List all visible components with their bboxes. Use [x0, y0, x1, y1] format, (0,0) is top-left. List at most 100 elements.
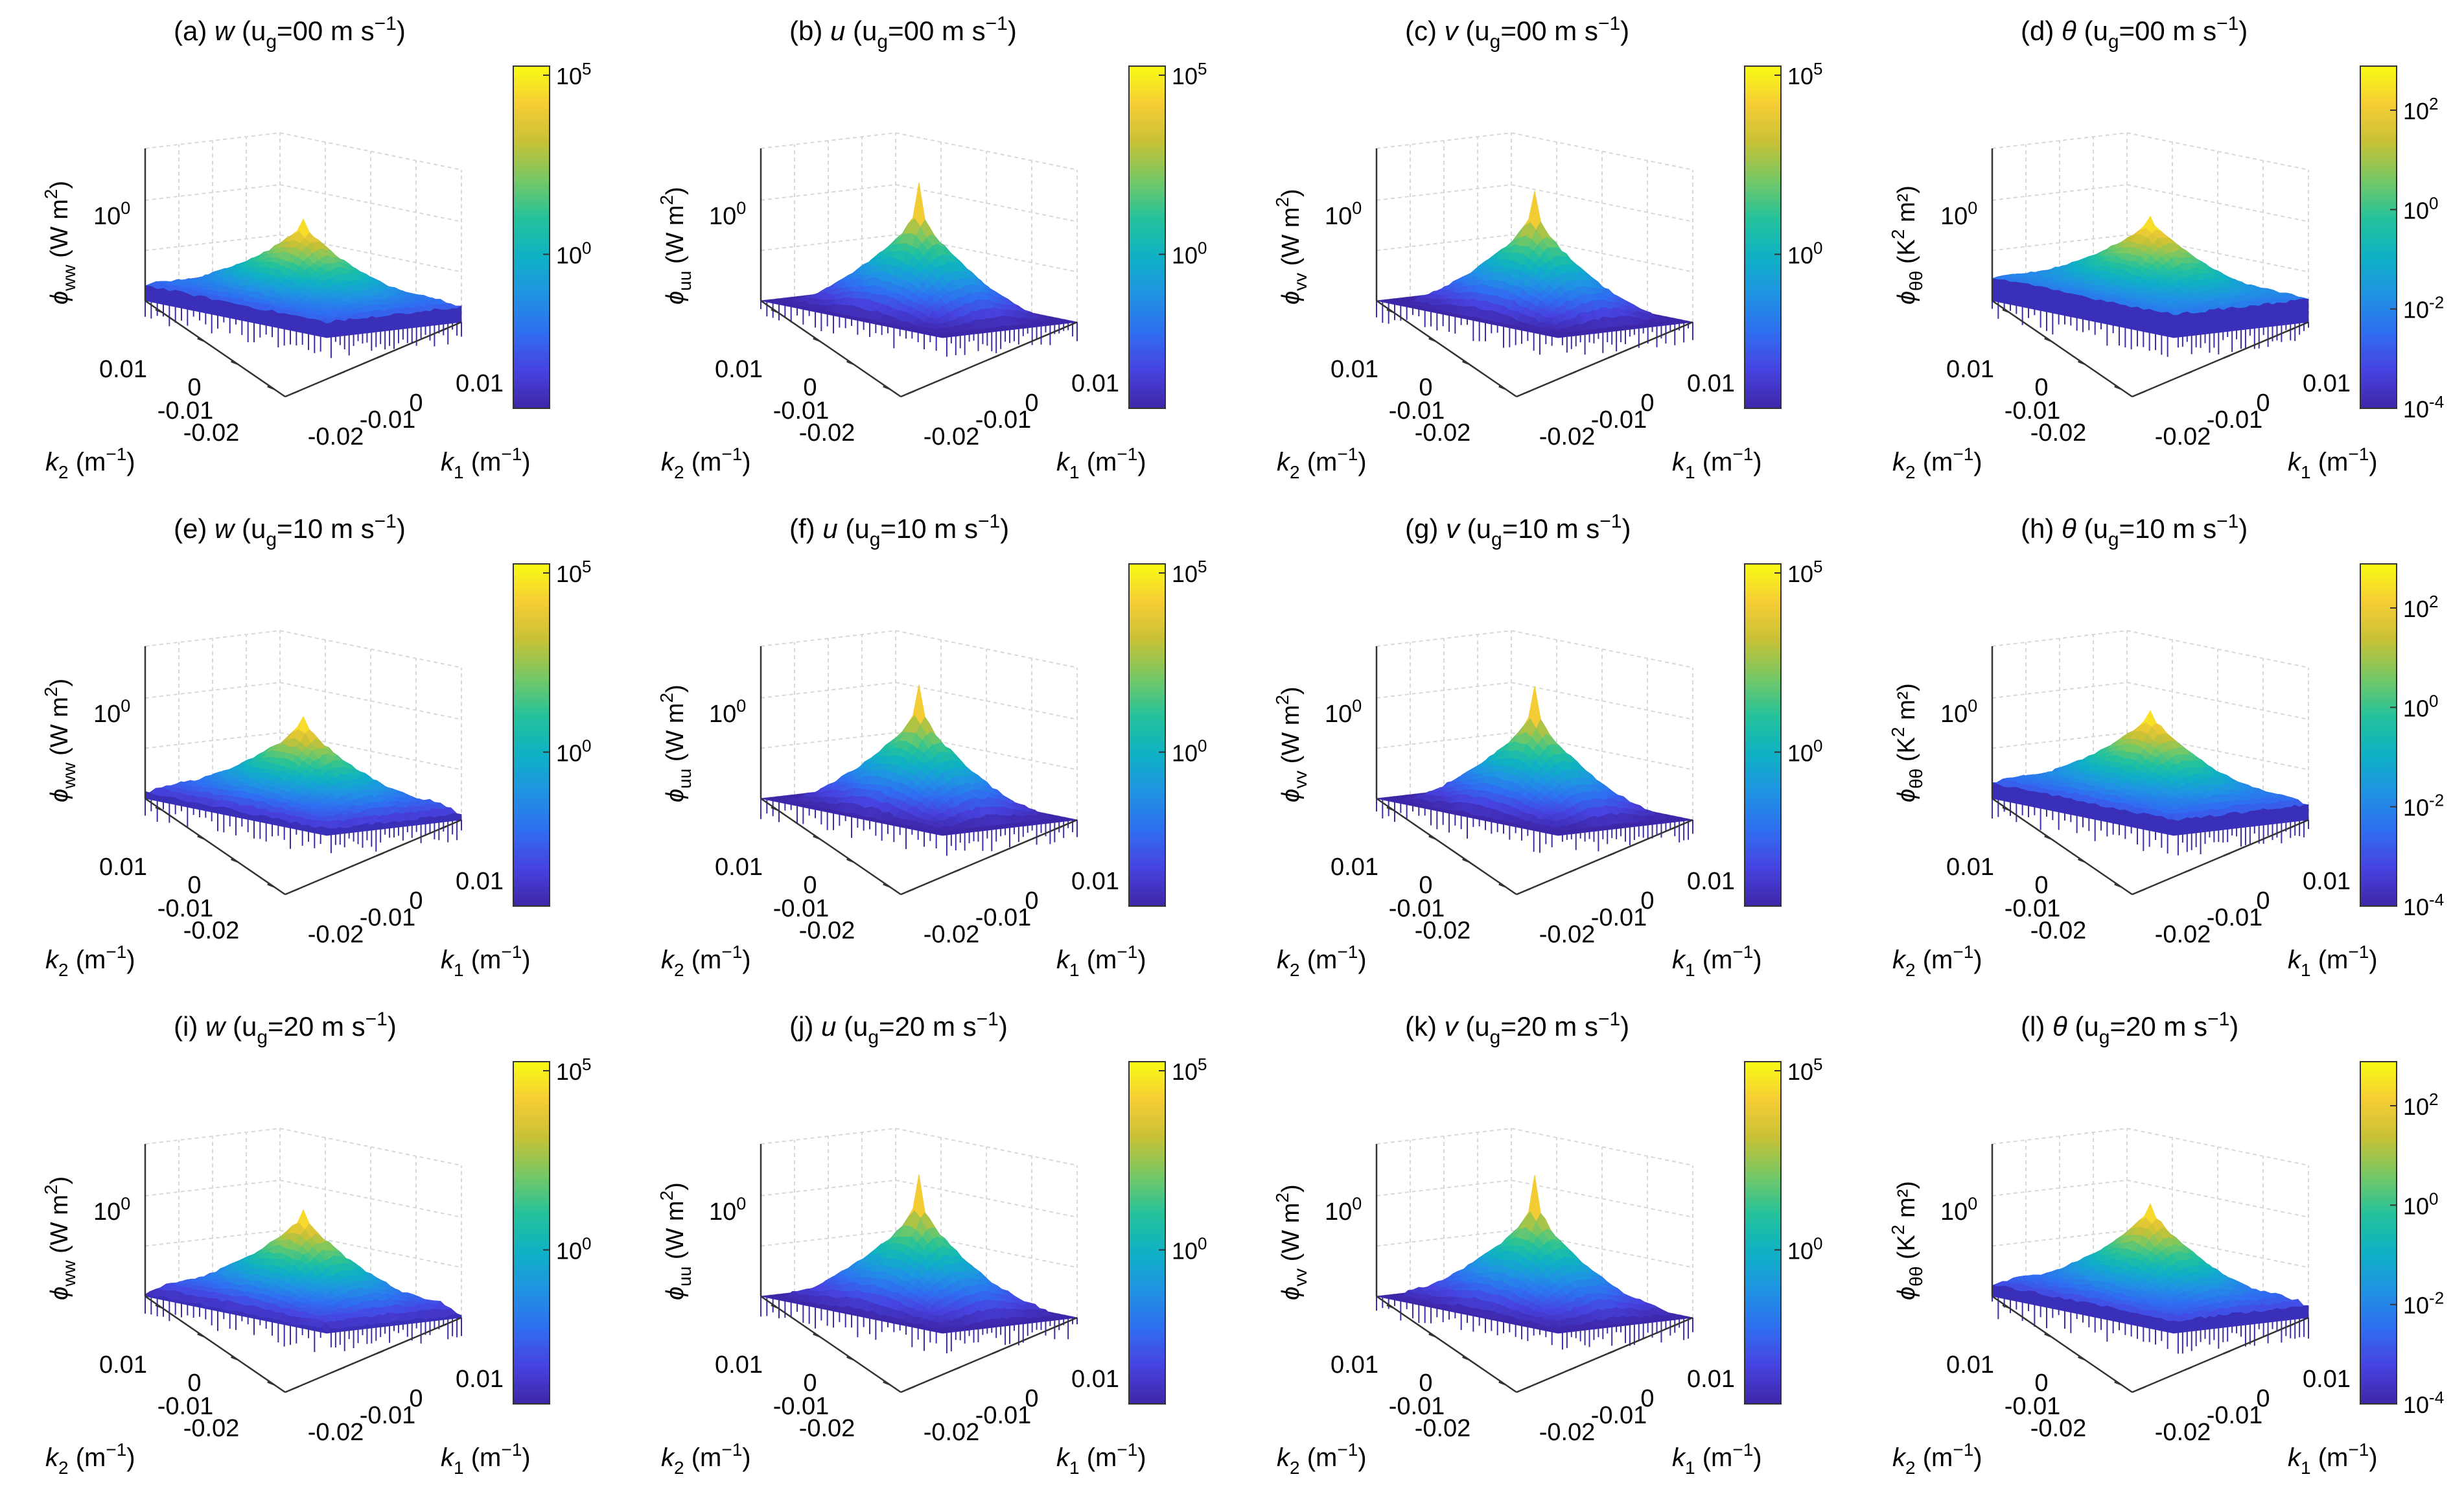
- edge-patch: [302, 316, 309, 334]
- edge-patch: [175, 290, 182, 309]
- edge-patch: [2294, 299, 2300, 324]
- edge-patch: [2149, 309, 2156, 334]
- edge-patch: [2214, 307, 2219, 334]
- edge-patch: [187, 293, 194, 311]
- edge-patch: [2076, 294, 2084, 320]
- edge-patch: [2200, 312, 2205, 335]
- edge-patch: [2161, 312, 2168, 337]
- edge-patch: [2281, 302, 2286, 326]
- edge-patch: [2052, 290, 2060, 315]
- edge-patch: [157, 288, 164, 305]
- k1-tick-label: 0: [409, 390, 423, 417]
- edge-patch: [340, 320, 345, 337]
- edge-patch: [2082, 296, 2089, 321]
- edge-patch: [2088, 298, 2096, 322]
- edge-patch: [2254, 305, 2260, 329]
- edge-patch: [2124, 305, 2132, 330]
- edge-patch: [398, 313, 404, 330]
- edge-patch: [2119, 304, 2126, 329]
- edge-patch: [277, 313, 285, 330]
- edge-patch: [2070, 293, 2078, 319]
- k2-tick-label: -0.02: [799, 419, 855, 447]
- k1-tick-label: 0.01: [1687, 370, 1735, 397]
- edge-patch: [199, 295, 206, 314]
- edge-patch: [2173, 314, 2179, 338]
- edge-patch: [331, 319, 336, 338]
- colorbar-fill: [2360, 65, 2397, 409]
- edge-patch: [349, 318, 354, 336]
- edge-patch: [412, 312, 417, 329]
- edge-patch: [2028, 283, 2035, 310]
- edge-patch: [2240, 307, 2246, 331]
- edge-patch: [2187, 311, 2192, 337]
- edge-patch: [2095, 299, 2102, 323]
- edge-patch: [421, 310, 426, 327]
- edge-patch: [371, 316, 377, 333]
- k1-tick-label: -0.01: [975, 406, 1032, 434]
- edge-patch: [2064, 292, 2071, 318]
- edge-patch: [320, 320, 327, 338]
- edge-patch: [2191, 313, 2197, 336]
- edge-patch: [393, 313, 399, 331]
- grid-line: [145, 183, 281, 201]
- edge-patch: [425, 310, 430, 327]
- edge-patch: [1997, 279, 2005, 304]
- edge-patch: [2196, 312, 2201, 336]
- panel-label: (d): [2021, 16, 2062, 46]
- edge-patch: [456, 305, 462, 323]
- k2-tick-label: 0.01: [1331, 356, 1378, 383]
- edge-patch: [235, 304, 242, 321]
- k1-tick-label: -0.01: [360, 406, 416, 434]
- edge-patch: [416, 312, 421, 328]
- edge-patch: [169, 290, 176, 307]
- edge-patch: [2236, 308, 2242, 331]
- edge-patch: [326, 322, 332, 338]
- edge-patch: [2113, 301, 2120, 327]
- edge-patch: [217, 299, 224, 318]
- edge-patch: [266, 309, 273, 327]
- edge-patch: [443, 309, 448, 325]
- edge-patch: [362, 318, 367, 334]
- k1-tick-label: 0.01: [1071, 370, 1119, 397]
- k2-tick-label: 0.01: [99, 356, 147, 383]
- edge-patch: [150, 286, 158, 304]
- k1-tick-label: -0.01: [1591, 406, 1647, 434]
- k1-tick-label: -0.02: [2155, 423, 2211, 450]
- edge-patch: [447, 308, 453, 324]
- k1-tick-label: 0.01: [2303, 370, 2351, 397]
- edge-patch: [430, 308, 435, 327]
- edge-patch: [2046, 287, 2053, 314]
- edge-patch: [434, 308, 439, 326]
- k1-tick-label: 0.01: [456, 370, 504, 397]
- edge-patch: [2303, 298, 2309, 323]
- edge-patch: [253, 308, 261, 325]
- edge-patch: [223, 300, 231, 319]
- edge-patch: [452, 308, 458, 324]
- edge-patch: [2137, 306, 2144, 332]
- edge-patch: [2022, 283, 2029, 309]
- k1-tick-label: 0: [1025, 390, 1038, 417]
- edge-patch: [2245, 305, 2251, 330]
- edge-patch: [229, 302, 237, 320]
- edge-patch: [259, 310, 267, 326]
- edge-patch: [384, 315, 390, 332]
- edge-patch: [2178, 312, 2183, 338]
- panel-label: (c): [1405, 16, 1445, 46]
- edge-patch: [335, 320, 341, 337]
- edge-patch: [2277, 302, 2282, 327]
- edge-patch: [2268, 302, 2273, 327]
- edge-patch: [2272, 302, 2277, 327]
- edge-patch: [2222, 307, 2228, 332]
- k1-tick-label: -0.02: [308, 423, 364, 450]
- edge-patch: [248, 306, 255, 323]
- k1-tick-label: 0: [1640, 390, 1654, 417]
- speed-value: =00 m s: [2119, 16, 2217, 46]
- grid-line: [279, 132, 462, 170]
- edge-patch: [2285, 299, 2291, 325]
- variable-name: w: [215, 16, 236, 46]
- edge-patch: [2182, 311, 2188, 337]
- edge-patch: [2131, 307, 2138, 331]
- speed-value: =00 m s: [888, 16, 986, 46]
